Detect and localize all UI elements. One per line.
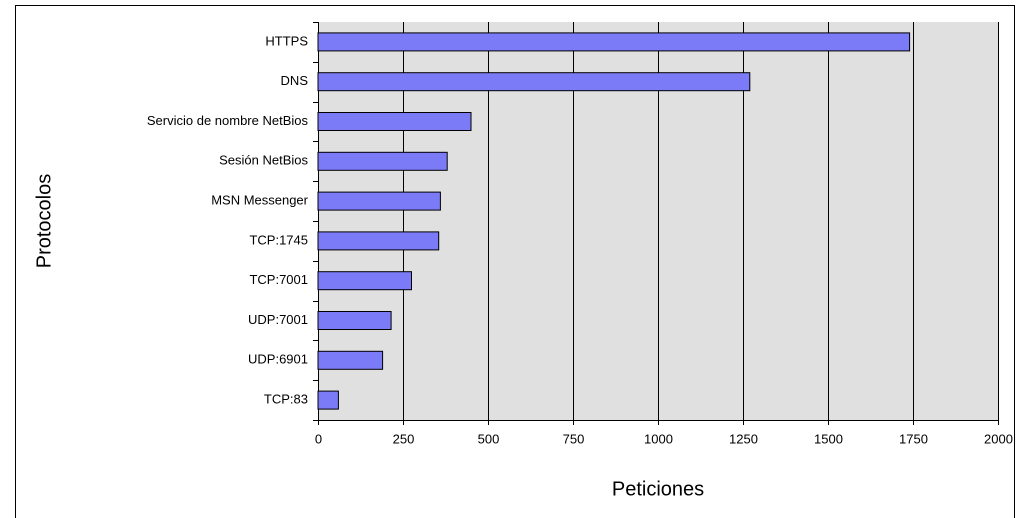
y-tick-label: HTTPS (265, 33, 308, 48)
x-tick-label: 1750 (899, 431, 928, 446)
frame (15, 5, 1015, 518)
bar (317, 32, 911, 52)
x-tick-label: 500 (478, 431, 500, 446)
bar (317, 271, 412, 291)
y-tick-label: MSN Messenger (211, 193, 308, 208)
y-tick-label: UDP:6901 (248, 352, 308, 367)
bar (317, 151, 448, 171)
x-tick-label: 250 (393, 431, 415, 446)
x-axis-title: Peticiones (612, 478, 704, 500)
y-tick-label: UDP:7001 (248, 312, 308, 327)
x-tick-label: 0 (315, 431, 322, 446)
bar (317, 112, 472, 131)
x-tick-label: 1500 (814, 431, 843, 446)
x-tick-label: 1250 (729, 431, 758, 446)
y-tick-label: TCP:1745 (249, 232, 308, 247)
bar (317, 350, 384, 370)
bar (317, 390, 339, 410)
x-tick-label: 1000 (644, 431, 673, 446)
bar (317, 191, 441, 211)
y-tick-label: DNS (281, 73, 309, 88)
bar (317, 311, 392, 330)
y-tick-label: Servicio de nombre NetBios (147, 113, 309, 128)
y-tick-label: Sesión NetBios (219, 153, 308, 168)
bar (317, 231, 440, 251)
bar (317, 72, 751, 92)
x-tick-label: 750 (563, 431, 585, 446)
y-tick-label: TCP:83 (264, 392, 308, 407)
y-axis-title: Protocolos (33, 174, 55, 269)
y-tick-label: TCP:7001 (249, 272, 308, 287)
x-tick-label: 2000 (984, 431, 1013, 446)
